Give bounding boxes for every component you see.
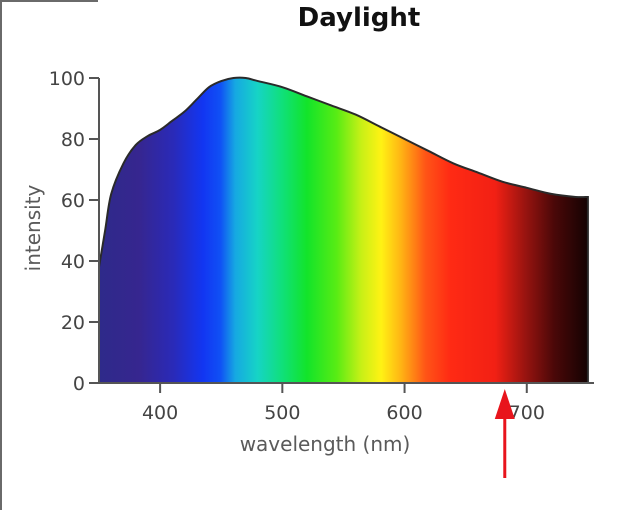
spectrum-curve-line [98, 76, 589, 383]
chart-title: Daylight [298, 3, 421, 33]
y-tick-label: 20 [61, 312, 85, 334]
red-arrow-annotation [494, 389, 515, 478]
y-tick-label: 60 [61, 190, 85, 212]
x-tick-label: 700 [509, 402, 545, 424]
x-tick-label: 500 [264, 402, 300, 424]
arrow-head [494, 389, 515, 419]
frame-top-border [0, 0, 98, 2]
x-axis-ticks: 400 500 600 700 [142, 383, 545, 424]
x-tick-label: 400 [142, 402, 178, 424]
y-tick-label: 0 [73, 373, 85, 395]
y-axis-title: intensity [21, 184, 45, 271]
y-tick-label: 40 [61, 251, 85, 273]
y-tick-label: 100 [49, 68, 85, 90]
y-axis-ticks: 0 20 40 60 80 100 [49, 68, 99, 395]
frame-left-border [0, 0, 2, 510]
spectrum-area [99, 77, 588, 384]
x-axis-title: wavelength (nm) [240, 432, 411, 456]
x-tick-label: 600 [386, 402, 422, 424]
y-tick-label: 80 [61, 129, 85, 151]
